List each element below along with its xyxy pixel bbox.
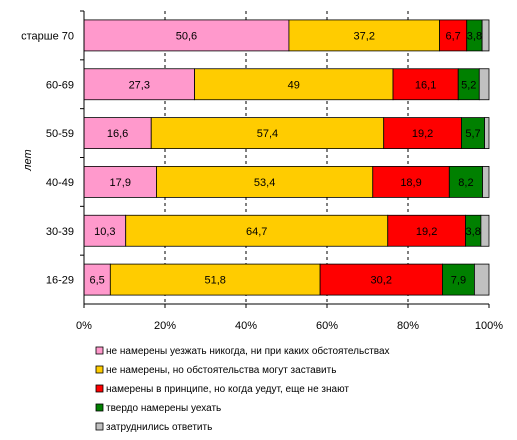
legend-swatch [95, 422, 104, 431]
bar-segment [109, 263, 321, 296]
bar-segment [83, 166, 157, 198]
data-label: 7,9 [451, 275, 466, 287]
category-label: 50-59 [46, 128, 74, 140]
x-tick-label: 20% [154, 320, 176, 332]
category-label: старше 70 [21, 30, 74, 42]
bar-segment [83, 117, 152, 149]
data-label: 6,5 [90, 275, 105, 287]
data-label: 5,7 [465, 128, 480, 140]
y-axis-title: лет [22, 149, 34, 171]
bar-segment [481, 19, 490, 52]
category-labels: старше 70 60-69 50-59 40-49 30-39 16-29 [21, 10, 84, 287]
bar-segment [150, 117, 385, 149]
data-label: 30,2 [371, 275, 392, 287]
x-tick-labels: 0% 20% 40% 60% 80% 100% [76, 320, 503, 332]
x-tick-label: 0% [76, 320, 92, 332]
legend: не намерены уезжать никогда, ни при каки… [95, 345, 390, 433]
legend-label: затруднились ответить [106, 422, 212, 433]
data-label: 6,7 [446, 30, 461, 42]
bar-segment [480, 214, 490, 247]
data-label: 17,9 [110, 177, 131, 189]
category-label: 16-29 [46, 275, 74, 287]
legend-swatch [95, 346, 104, 355]
bar-segment [83, 19, 290, 52]
data-label: 3,8 [466, 226, 481, 238]
bar-segment [83, 263, 111, 296]
plot-area [84, 11, 489, 304]
data-label: 49 [288, 79, 300, 91]
legend-swatch [95, 403, 104, 412]
x-tick-label: 40% [235, 320, 257, 332]
x-tick-label: 80% [397, 320, 419, 332]
data-label: 27,3 [129, 79, 150, 91]
data-label: 18,9 [400, 177, 421, 189]
legend-swatch [95, 365, 104, 374]
bar-segment [125, 214, 389, 247]
x-tick-label: 60% [316, 320, 338, 332]
legend-label: твердо намерены уехать [106, 403, 221, 414]
bar-segment [392, 68, 459, 101]
legend-label: не намерены, но обстоятельства могут зас… [106, 364, 336, 376]
bar-segment [478, 68, 490, 101]
data-label: 64,7 [246, 226, 267, 238]
data-label: 37,2 [354, 30, 375, 42]
bar-segment [372, 166, 450, 198]
gridlines [83, 11, 490, 308]
bar-segment [484, 117, 490, 149]
data-label: 10,3 [94, 226, 115, 238]
bar-segment [194, 68, 394, 101]
data-label: 57,4 [257, 128, 278, 140]
bar-segment [387, 214, 466, 247]
legend-label: намерены в принципе, но когда уедут, еще… [106, 384, 349, 395]
category-label: 60-69 [46, 79, 74, 91]
data-label: 3,8 [467, 30, 482, 42]
legend-swatch [95, 384, 104, 393]
data-label: 50,6 [176, 30, 197, 42]
bars: 50,6 37,2 6,7 3,8 27,3 49 16,1 5,2 16,6 57,4 19,2 5… [83, 19, 490, 296]
data-label: 8,2 [458, 177, 473, 189]
category-label: 40-49 [46, 177, 74, 189]
category-label: 30-39 [46, 226, 74, 238]
x-tick-label: 100% [475, 320, 503, 332]
bar-segment [482, 166, 490, 198]
bar-segment [474, 263, 490, 296]
data-label: 53,4 [254, 177, 275, 189]
data-label: 16,6 [107, 128, 128, 140]
data-label: 51,8 [205, 275, 226, 287]
data-label: 19,2 [412, 128, 433, 140]
bar-segment [156, 166, 374, 198]
data-label: 5,2 [461, 79, 476, 91]
data-label: 19,2 [416, 226, 437, 238]
data-label: 16,1 [415, 79, 436, 91]
bar-segment [383, 117, 462, 149]
legend-label: не намерены уезжать никогда, ни при каки… [106, 345, 390, 357]
bar-segment [439, 19, 468, 52]
